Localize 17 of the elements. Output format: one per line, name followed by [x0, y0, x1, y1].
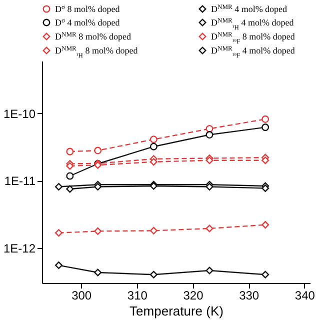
legend-label: D$^{NMR}$ 8 mol% doped	[55, 31, 132, 42]
x-tick-label: 340	[294, 288, 316, 302]
x-tick-label: 330	[239, 288, 260, 302]
legend-label: D$^{NMR}$$_{¹⁹F}$ 8 mol% doped	[211, 31, 296, 45]
legend-label: D$^{σ}$ 8 mol% doped	[55, 3, 120, 14]
y-tick-label: 1E-11	[4, 174, 36, 188]
x-tick-label: 310	[127, 288, 148, 302]
legend-label: D$^{NMR}$$_{¹⁹F}$ 4 mol% doped	[211, 45, 296, 59]
legend-label: D$^{NMR}$$_{¹H}$ 4 mol% doped	[211, 17, 294, 31]
x-tick-label: 300	[72, 288, 92, 302]
x-axis-title: Temperature (K)	[130, 304, 224, 318]
y-tick-label: 1E-12	[3, 241, 36, 256]
legend-label: D$^{NMR}$ 4 mol% doped	[211, 3, 288, 14]
legend-label: D$^{NMR}$$_{¹H}$ 8 mol% doped	[55, 45, 138, 59]
x-tick-label: 320	[183, 288, 204, 302]
legend-label: D$^{σ}$ 4 mol% doped	[55, 17, 120, 28]
y-tick-label: 1E-10	[3, 106, 36, 121]
